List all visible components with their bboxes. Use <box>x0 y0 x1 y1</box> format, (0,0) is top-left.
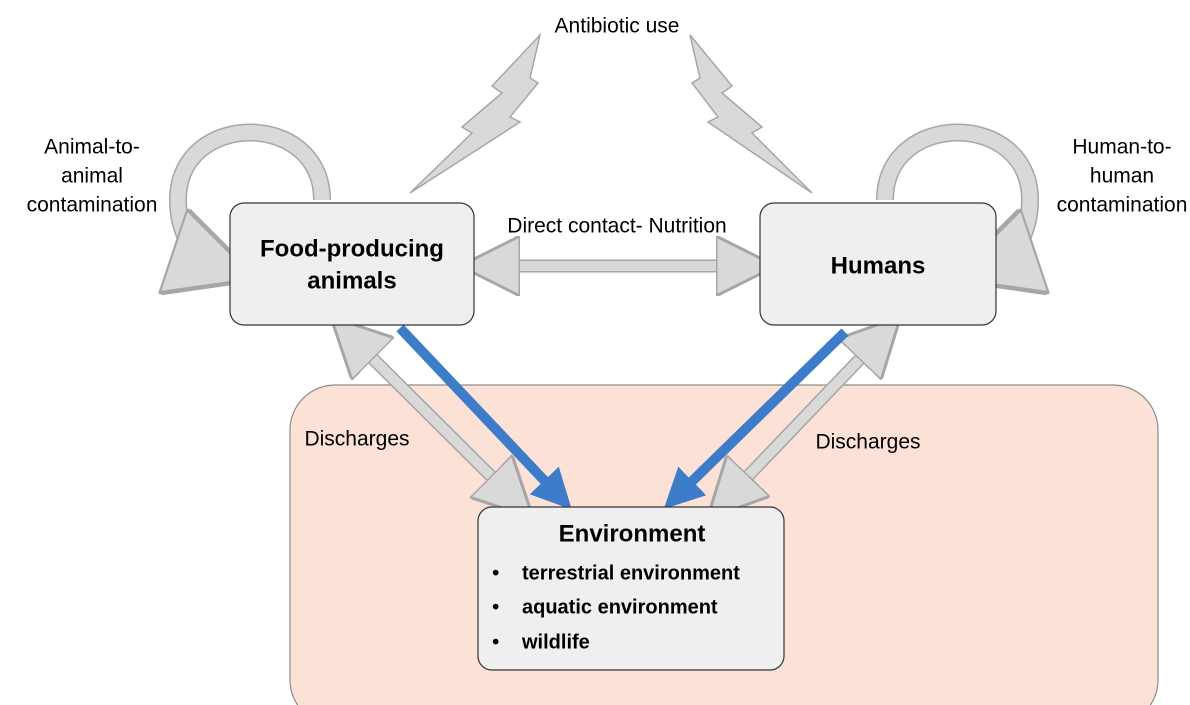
flow-left <box>396 324 572 510</box>
node-item: aquatic environment <box>522 596 718 618</box>
node-box <box>477 506 785 671</box>
node-label: animals <box>307 267 396 294</box>
discharges-label: Discharges <box>815 431 920 454</box>
loop-label: contamination <box>27 194 158 217</box>
link-label: Direct contact- Nutrition <box>507 215 726 238</box>
loop-label: Human-to- <box>1072 136 1171 159</box>
bullet: • <box>492 596 499 619</box>
bullet: • <box>492 631 499 654</box>
lightning-left <box>409 32 542 194</box>
antibiotic-label: Antibiotic use <box>555 15 680 38</box>
loop-label: human <box>1090 165 1154 188</box>
discharge-left <box>352 338 512 497</box>
discharge-right <box>728 338 880 497</box>
node-label: Food-producing <box>260 235 444 262</box>
node-label: Humans <box>831 252 926 279</box>
loop-left <box>178 125 330 266</box>
node-item: terrestrial environment <box>522 562 740 584</box>
loop-label: animal <box>61 165 123 188</box>
discharges-label: Discharges <box>304 428 409 451</box>
loop-label: Animal-to- <box>44 136 140 159</box>
lightning-right <box>689 34 813 194</box>
node-label: Environment <box>559 520 706 547</box>
bullet: • <box>492 562 499 585</box>
flow-right <box>663 328 849 509</box>
loop-label: contamination <box>1057 194 1188 217</box>
node-box <box>229 202 475 326</box>
node-item: wildlife <box>521 631 590 653</box>
loop-right <box>877 125 1030 266</box>
node-box <box>759 202 997 326</box>
